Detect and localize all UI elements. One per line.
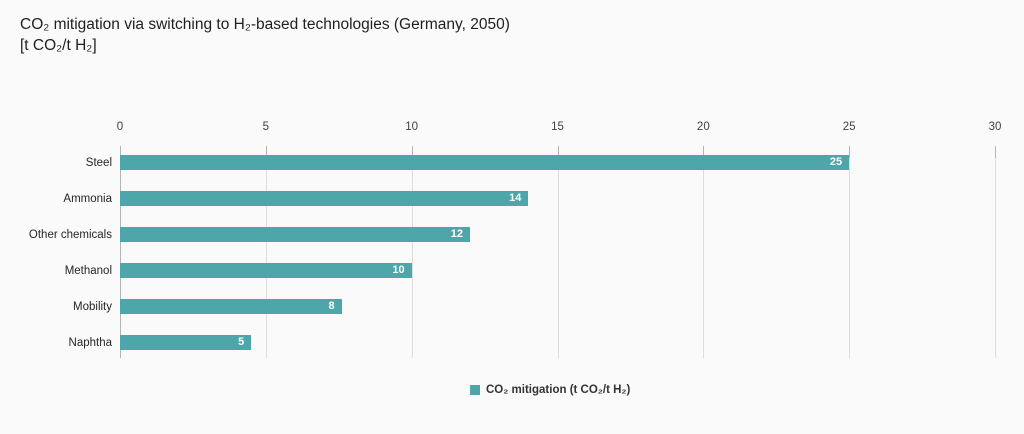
bar-row: Other chemicals 12 xyxy=(29,227,995,242)
tick-mark xyxy=(265,146,267,158)
bar-value-label: 8 xyxy=(328,300,335,312)
gridline xyxy=(557,146,559,358)
chart-subtitle: [t CO₂/t H₂] xyxy=(20,37,97,54)
x-axis: 0 5 10 15 20 25 30 xyxy=(0,121,1024,135)
bar-value-label: 14 xyxy=(509,192,522,204)
bar-row: Mobility 8 xyxy=(73,299,995,314)
gridline xyxy=(995,146,996,358)
gridline xyxy=(265,146,267,358)
title-block: CO₂ mitigation via switching to H₂-based… xyxy=(20,14,510,56)
x-axis-tick-label: 25 xyxy=(842,121,856,133)
category-label: Other chemicals xyxy=(28,228,112,241)
tick-mark xyxy=(703,146,705,158)
legend-swatch-icon xyxy=(470,385,480,395)
bar-row: Ammonia 14 xyxy=(63,191,995,206)
gridline xyxy=(703,146,705,358)
bar-value-label: 12 xyxy=(450,228,463,240)
x-axis-tick-label: 5 xyxy=(262,121,270,133)
category-label: Ammonia xyxy=(63,192,112,205)
x-axis-tick-label: 20 xyxy=(696,121,710,133)
x-axis-tick-label: 15 xyxy=(551,121,564,133)
axis-baseline xyxy=(120,146,121,358)
bar: 8 xyxy=(120,299,342,314)
bar-row: Steel 25 xyxy=(86,155,995,170)
bar-row: Methanol 10 xyxy=(65,263,995,278)
category-label: Steel xyxy=(85,156,112,169)
bar: 10 xyxy=(120,263,412,278)
bar: 5 xyxy=(120,335,252,350)
legend: CO₂ mitigation (t CO₂/t H₂) xyxy=(470,384,630,396)
bar-value-label: 5 xyxy=(238,336,245,348)
tick-mark xyxy=(849,146,851,158)
tick-mark xyxy=(995,146,996,158)
bar-value-label: 10 xyxy=(392,264,405,276)
bar-value-label: 25 xyxy=(829,156,843,168)
bar: 12 xyxy=(120,227,470,242)
category-label: Naphtha xyxy=(68,336,112,349)
x-axis-tick-label: 30 xyxy=(988,121,1002,133)
gridline xyxy=(411,146,413,358)
x-axis-tick-label: 0 xyxy=(116,121,124,133)
bar: 25 xyxy=(120,155,850,170)
tick-mark xyxy=(411,146,413,158)
x-axis-tick-label: 10 xyxy=(405,121,419,133)
legend-label: CO₂ mitigation (t CO₂/t H₂) xyxy=(486,384,631,396)
bar-row: Naphtha 5 xyxy=(69,335,995,350)
chart-title: CO₂ mitigation via switching to H₂-based… xyxy=(20,16,510,33)
category-label: Mobility xyxy=(73,300,112,313)
gridline xyxy=(849,146,851,358)
bar: 14 xyxy=(120,191,529,206)
tick-mark xyxy=(557,146,559,158)
category-label: Methanol xyxy=(64,264,112,277)
plot-area: Steel 25 Ammonia 14 Other chemicals 12 Methano… xyxy=(29,146,996,358)
